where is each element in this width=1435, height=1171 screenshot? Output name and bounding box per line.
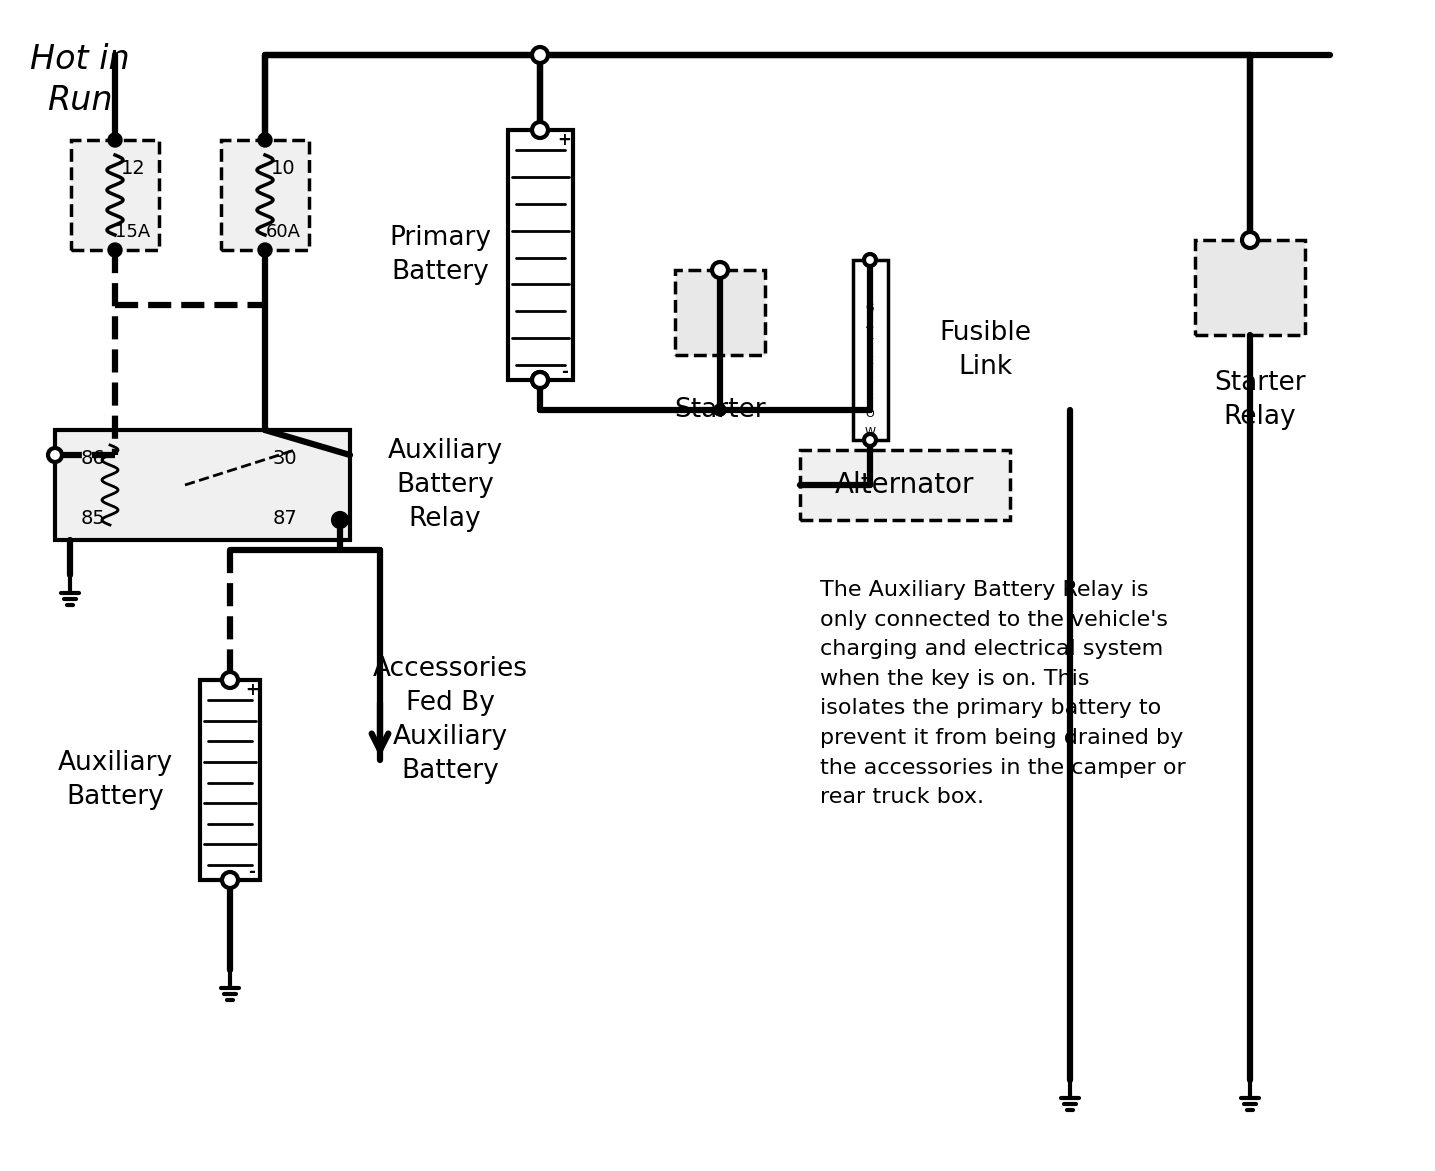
Text: 86: 86 bbox=[80, 448, 105, 467]
Circle shape bbox=[222, 872, 238, 888]
FancyBboxPatch shape bbox=[55, 430, 350, 540]
FancyBboxPatch shape bbox=[221, 141, 309, 249]
Circle shape bbox=[712, 262, 728, 278]
Circle shape bbox=[108, 244, 122, 256]
FancyBboxPatch shape bbox=[70, 141, 159, 249]
Text: Hot in
Run: Hot in Run bbox=[30, 43, 129, 117]
Text: 10: 10 bbox=[271, 158, 296, 178]
Text: L: L bbox=[867, 374, 872, 384]
Text: Auxiliary
Battery
Relay: Auxiliary Battery Relay bbox=[387, 438, 502, 532]
Text: 85: 85 bbox=[80, 508, 105, 527]
Text: Alternator: Alternator bbox=[835, 471, 974, 499]
Circle shape bbox=[532, 372, 548, 388]
Text: +: + bbox=[558, 131, 571, 149]
Circle shape bbox=[715, 404, 726, 416]
Text: 87: 87 bbox=[273, 508, 297, 527]
Text: The Auxiliary Battery Relay is
only connected to the vehicle's
charging and elec: The Auxiliary Battery Relay is only conn… bbox=[819, 580, 1185, 807]
Text: Starter: Starter bbox=[674, 397, 766, 423]
Text: Auxiliary
Battery: Auxiliary Battery bbox=[57, 749, 172, 810]
Circle shape bbox=[258, 244, 273, 256]
Text: Accessories
Fed By
Auxiliary
Battery: Accessories Fed By Auxiliary Battery bbox=[373, 656, 528, 785]
Text: Fusible
Link: Fusible Link bbox=[938, 320, 1030, 381]
Text: +: + bbox=[245, 682, 258, 699]
Circle shape bbox=[1243, 232, 1258, 248]
Circle shape bbox=[864, 254, 875, 266]
Circle shape bbox=[333, 513, 347, 527]
Text: 30: 30 bbox=[273, 448, 297, 467]
Text: O: O bbox=[865, 409, 874, 419]
Circle shape bbox=[222, 672, 238, 689]
Circle shape bbox=[47, 448, 62, 463]
Text: 15A: 15A bbox=[115, 222, 151, 241]
FancyBboxPatch shape bbox=[199, 680, 260, 879]
Text: 60A: 60A bbox=[265, 222, 300, 241]
Text: W: W bbox=[864, 427, 875, 437]
Text: 1: 1 bbox=[867, 267, 874, 278]
FancyBboxPatch shape bbox=[674, 271, 765, 355]
Text: G: G bbox=[865, 302, 874, 313]
Text: L: L bbox=[867, 391, 872, 402]
Circle shape bbox=[532, 47, 548, 63]
Circle shape bbox=[333, 513, 347, 527]
Text: 2: 2 bbox=[867, 285, 874, 295]
Circle shape bbox=[532, 122, 548, 138]
Circle shape bbox=[108, 133, 122, 148]
Circle shape bbox=[258, 244, 271, 256]
Circle shape bbox=[532, 372, 548, 388]
Text: 12: 12 bbox=[121, 158, 145, 178]
FancyBboxPatch shape bbox=[852, 260, 887, 440]
FancyBboxPatch shape bbox=[799, 450, 1010, 520]
Circle shape bbox=[258, 133, 273, 148]
FancyBboxPatch shape bbox=[508, 130, 573, 381]
Text: E: E bbox=[867, 356, 874, 365]
Text: -: - bbox=[561, 363, 568, 381]
Text: Y: Y bbox=[867, 338, 874, 348]
Text: -: - bbox=[248, 863, 255, 881]
Text: Starter
Relay: Starter Relay bbox=[1214, 370, 1306, 430]
Text: A: A bbox=[867, 321, 874, 330]
Circle shape bbox=[864, 434, 875, 446]
FancyBboxPatch shape bbox=[1195, 240, 1304, 335]
Text: Primary
Battery: Primary Battery bbox=[389, 225, 491, 285]
